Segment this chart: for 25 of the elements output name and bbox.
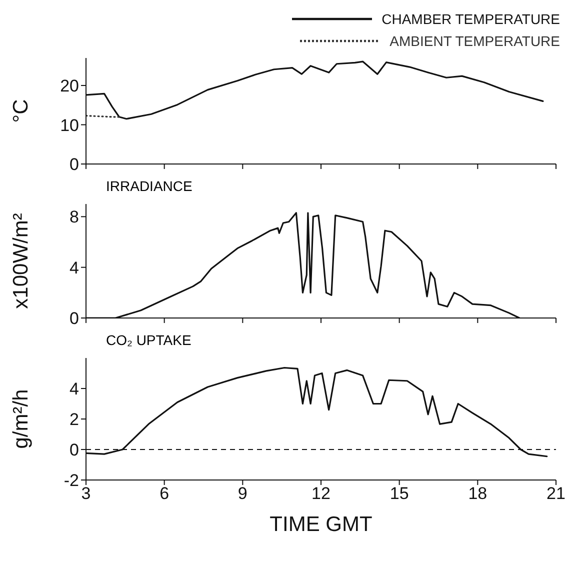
y-axis-title: g/m²/h — [9, 389, 32, 449]
y-tick-label: -2 — [64, 471, 79, 490]
y-tick-label: 8 — [70, 208, 79, 227]
x-tick-label: 3 — [81, 484, 91, 504]
y-tick-label: 0 — [70, 309, 79, 328]
x-tick-label: 21 — [546, 484, 566, 504]
y-axis-title: x100W/m² — [9, 213, 32, 309]
x-tick-label: 6 — [160, 484, 170, 504]
y-tick-label: 0 — [70, 155, 79, 174]
x-tick-label: 15 — [390, 484, 409, 504]
x-axis-title: TIME GMT — [270, 512, 372, 536]
y-tick-label: 4 — [70, 258, 79, 278]
y-tick-label: 10 — [60, 116, 79, 135]
text: CHAMBER TEMPERATURE — [382, 11, 560, 27]
x-tick-label: 9 — [238, 484, 248, 504]
y-tick-label: 4 — [70, 380, 79, 399]
x-tick-label: 12 — [312, 484, 330, 504]
y-tick-label: 0 — [70, 440, 79, 460]
chart-title: IRRADIANCE — [105, 178, 194, 196]
chart-title: CO₂ UPTAKE — [105, 332, 192, 350]
y-tick-label: 2 — [70, 410, 79, 430]
y-axis-title: °C — [9, 99, 32, 123]
y-tick-label: 20 — [60, 76, 79, 96]
text: AMBIENT TEMPERATURE — [390, 33, 560, 49]
x-tick-label: 18 — [468, 484, 488, 504]
